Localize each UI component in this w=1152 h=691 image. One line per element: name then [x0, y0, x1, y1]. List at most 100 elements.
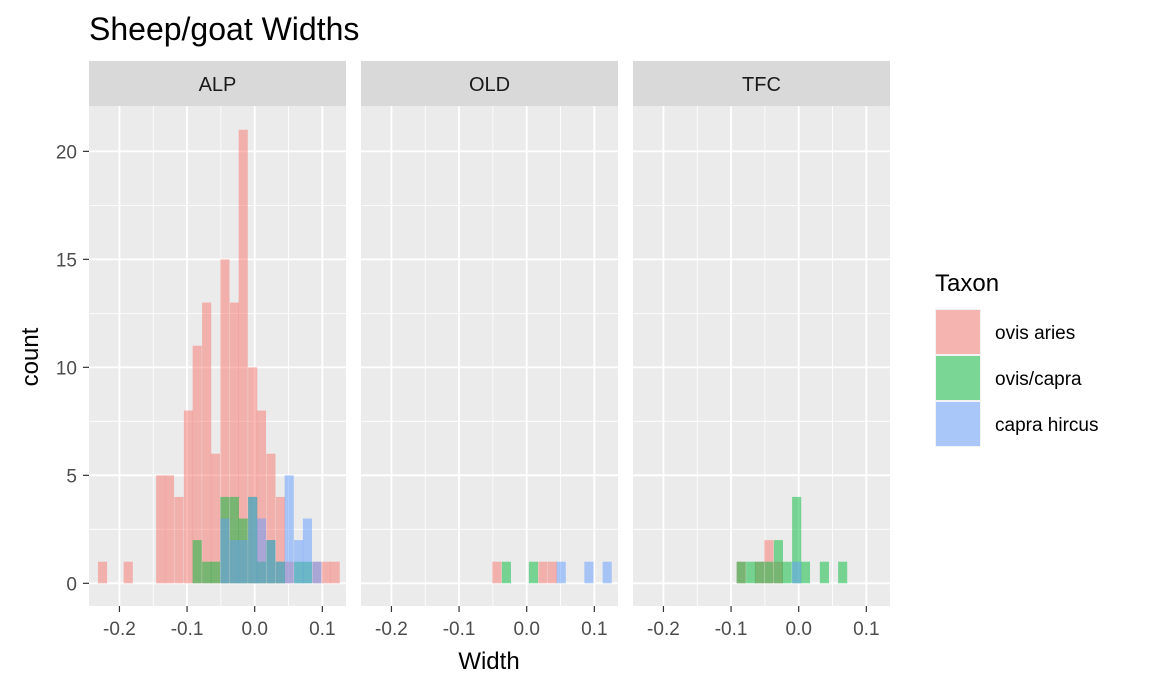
legend-key [935, 401, 981, 447]
x-tick-label: 0.0 [513, 619, 539, 640]
legend: Taxon ovis aries ovis/capra capra hircus [935, 270, 1099, 447]
x-tick-label: 0.0 [785, 619, 811, 640]
histogram-bar [302, 518, 313, 584]
facet-strip-label: TFC [742, 74, 781, 96]
x-tick-label: -0.2 [375, 619, 408, 640]
bars [492, 561, 612, 584]
x-tick-label: -0.1 [171, 619, 204, 640]
legend-label: capra hircus [995, 415, 1099, 436]
y-tick-label: 5 [66, 466, 77, 487]
x-axis-title: Width [458, 648, 519, 675]
facet-panels: ALP -0.2 -0.1 0.0 0.1 OLD -0.2 -0.1 0.0 0.1 TFC -0.… [89, 61, 890, 640]
histogram-bar [547, 561, 557, 584]
histogram-bar [202, 561, 212, 584]
legend-key [935, 355, 981, 401]
histogram-bar [210, 561, 221, 584]
histogram-bar [538, 561, 548, 584]
histogram-bar [123, 561, 133, 584]
histogram-bar [266, 453, 276, 584]
legend-label: ovis/capra [995, 369, 1082, 390]
y-axis: 0 5 10 15 20 [56, 142, 89, 595]
y-tick-label: 15 [56, 250, 77, 271]
bars [736, 496, 848, 584]
histogram-bar [330, 561, 340, 584]
histogram-bar [220, 259, 230, 584]
histogram-bar [501, 561, 511, 584]
x-tick-label: 0.1 [309, 619, 335, 640]
histogram-bar [275, 561, 285, 584]
legend-title: Taxon [935, 270, 999, 297]
bars [97, 129, 340, 584]
facet-strip [361, 61, 618, 106]
x-tick-label: 0.0 [241, 619, 267, 640]
x-tick-label: -0.2 [103, 619, 136, 640]
panel-background [361, 106, 618, 606]
histogram-bar [528, 561, 539, 584]
x-tick-label: 0.1 [853, 619, 879, 640]
histogram-bar [773, 540, 783, 584]
histogram-bar [782, 561, 792, 584]
facet-panel-old: OLD -0.2 -0.1 0.0 0.1 [361, 61, 618, 640]
histogram-bar [183, 410, 193, 584]
histogram-bar [192, 345, 202, 584]
x-tick-label: -0.1 [443, 619, 476, 640]
histogram-bar [838, 561, 848, 584]
histogram-bar [229, 302, 239, 584]
histogram-bar [284, 475, 294, 584]
legend-swatch [936, 356, 980, 400]
histogram-bar [764, 561, 774, 584]
histogram-bar [736, 561, 746, 584]
histogram-bar [819, 561, 829, 584]
histogram-bar [294, 540, 304, 584]
histogram-bar [312, 561, 322, 584]
legend-swatch [936, 402, 980, 446]
facet-strip [89, 61, 346, 106]
histogram-bar [174, 496, 184, 584]
histogram-bar [256, 518, 267, 584]
histogram-bar [746, 561, 756, 584]
y-tick-label: 10 [56, 358, 77, 379]
histogram-bar [156, 475, 166, 584]
histogram-bar [800, 561, 811, 584]
histogram-bar [556, 561, 566, 584]
histogram-bar [792, 561, 802, 584]
legend-swatch [936, 310, 980, 354]
histogram-bar [275, 496, 285, 584]
x-tick-label: 0.1 [581, 619, 607, 640]
x-tick-label: -0.1 [715, 619, 748, 640]
facet-panel-alp: ALP -0.2 -0.1 0.0 0.1 [89, 61, 346, 640]
histogram-bar [256, 410, 267, 584]
x-tick-label: -0.2 [647, 619, 680, 640]
histogram-bar [754, 561, 765, 584]
histogram-bar [248, 496, 258, 584]
histogram-bar [584, 561, 594, 584]
histogram-bar [220, 518, 230, 584]
histogram-bar [602, 561, 612, 584]
histogram-bar [238, 540, 248, 584]
facet-strip-label: OLD [469, 74, 510, 96]
chart-title: Sheep/goat Widths [89, 11, 359, 47]
histogram-bar [202, 302, 212, 584]
histogram-bar [764, 540, 774, 584]
facet-panel-tfc: TFC -0.2 -0.1 0.0 0.1 [633, 61, 890, 640]
y-tick-label: 20 [56, 142, 77, 163]
histogram-bar [164, 475, 175, 584]
histogram-bar [248, 367, 258, 584]
histogram-bar [792, 496, 802, 584]
legend-key [935, 309, 981, 355]
histogram-bar [192, 540, 202, 584]
histogram-bar [97, 561, 108, 584]
histogram-bar [210, 453, 221, 584]
histogram-bar [266, 540, 276, 584]
panel-background [633, 106, 890, 606]
facet-strip-label: ALP [199, 74, 237, 96]
y-tick-label: 0 [66, 574, 77, 595]
histogram-bar [492, 561, 502, 584]
y-axis-title: count [17, 327, 44, 386]
histogram-bar [238, 129, 248, 584]
histogram-bar [321, 561, 331, 584]
facet-strip [633, 61, 890, 106]
histogram-bar [229, 540, 239, 584]
legend-label: ovis aries [995, 323, 1075, 344]
